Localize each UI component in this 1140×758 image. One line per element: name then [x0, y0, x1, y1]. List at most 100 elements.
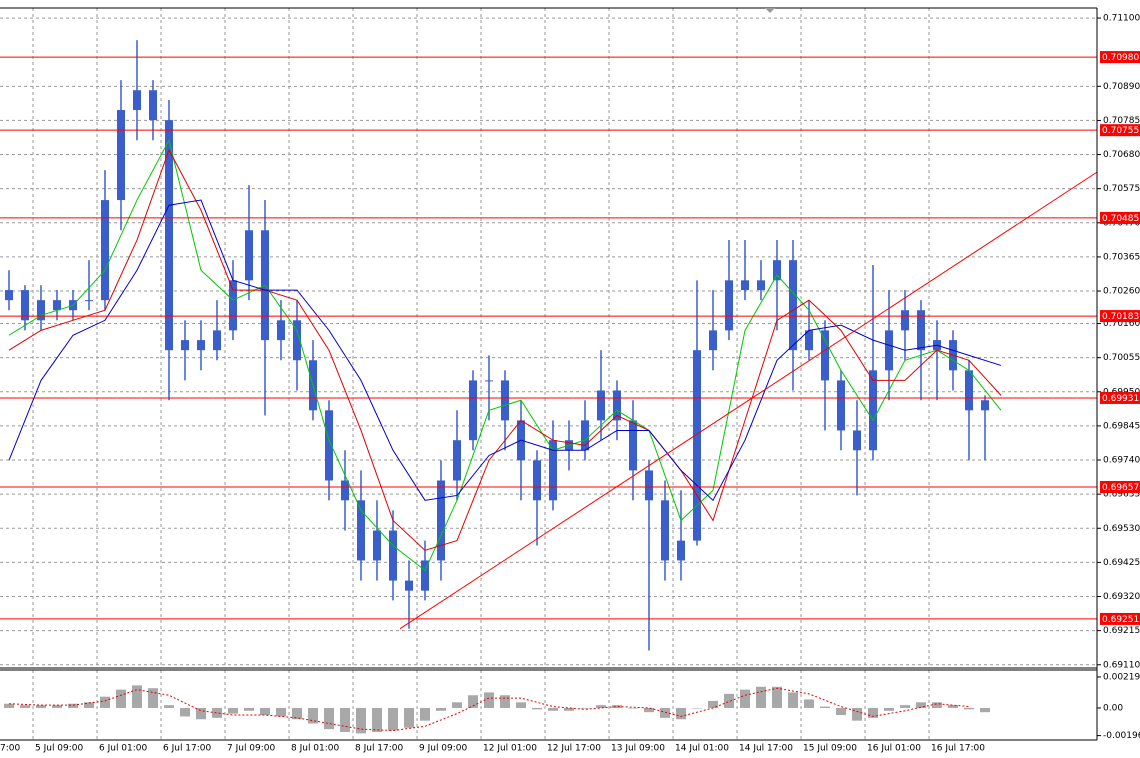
candle-body	[213, 330, 221, 351]
histogram-bar	[948, 705, 958, 708]
candle-body	[437, 480, 445, 561]
x-tick-label: 16 Jul 17:00	[931, 744, 985, 754]
y-tick-label: 0.69635	[1103, 490, 1140, 500]
histogram-bar	[244, 707, 254, 711]
histogram-bar	[964, 707, 974, 710]
candle-body	[485, 380, 493, 382]
y-tick-label: 0.70260	[1103, 287, 1140, 297]
x-tick-label: 13 Jul 09:00	[611, 744, 665, 754]
histogram-bar	[628, 707, 638, 709]
y-tick-label: 0.69110	[1103, 660, 1140, 670]
level-tag	[1100, 480, 1140, 493]
histogram-bar	[756, 686, 766, 708]
candle-body	[245, 230, 253, 281]
level-label: 0.69931	[1102, 394, 1139, 404]
histogram-bar	[468, 695, 478, 708]
histogram-bar	[116, 689, 126, 708]
histogram-bar	[20, 705, 30, 708]
candle-body	[757, 280, 765, 291]
histogram-bar	[100, 696, 110, 708]
histogram-bar	[436, 707, 446, 711]
histogram-bar	[340, 707, 350, 732]
y-tick-label: 0.69425	[1103, 558, 1140, 568]
candle-body	[885, 330, 893, 371]
candle-body	[901, 310, 909, 331]
level-tag	[1100, 124, 1140, 137]
histogram-bar	[500, 695, 510, 708]
histogram-bar	[212, 707, 222, 718]
level-tag	[1100, 310, 1140, 323]
histogram-bar	[852, 707, 862, 721]
level-label: 0.70183	[1102, 312, 1139, 322]
histogram-bar	[884, 707, 894, 711]
candle-body	[469, 380, 477, 441]
y-tick-label: 0.70785	[1103, 116, 1140, 126]
histogram-bar	[580, 707, 590, 709]
histogram-bar	[932, 702, 942, 708]
y-tick-label: 0.69320	[1103, 592, 1140, 602]
histogram-bar	[548, 707, 558, 711]
y-tick-label: 0.71100	[1103, 14, 1140, 24]
histogram-bar	[356, 707, 366, 734]
candle-body	[613, 390, 621, 421]
histogram-bar	[980, 707, 990, 713]
histogram-bar	[484, 692, 494, 708]
x-tick-label: 8 Jul 17:00	[355, 744, 404, 754]
histogram-bar	[452, 702, 462, 708]
candle-body	[549, 440, 557, 501]
candle-body	[805, 330, 813, 351]
candle-body	[453, 440, 461, 481]
candle-body	[677, 540, 685, 561]
x-tick-label: 6 Jul 01:00	[99, 744, 148, 754]
level-tag	[1100, 391, 1140, 404]
level-tag	[1100, 211, 1140, 224]
level-label: 0.69251	[1102, 615, 1139, 625]
candle-body	[101, 200, 109, 301]
x-tick-label: 7:00	[0, 744, 20, 754]
candle-body	[389, 530, 397, 581]
y-tick-label: 0.70160	[1103, 319, 1140, 329]
candle-body	[405, 580, 413, 591]
x-tick-label: 7 Jul 09:00	[227, 744, 276, 754]
plot-area	[0, 8, 1098, 740]
candle-body	[773, 260, 781, 281]
y-tick-label: 0.70055	[1103, 353, 1140, 363]
candle-body	[229, 280, 237, 331]
histogram-bar	[180, 707, 190, 717]
y-tick-label: 0.69530	[1103, 524, 1140, 534]
candle-body	[149, 90, 157, 121]
histogram-bar	[404, 707, 414, 728]
histogram-bar	[724, 693, 734, 708]
x-tick-label: 12 Jul 17:00	[547, 744, 601, 754]
moving-average	[8, 138, 1002, 572]
candle-body	[341, 480, 349, 501]
candle-body	[533, 460, 541, 501]
histogram-bar	[516, 702, 526, 708]
candle-body	[869, 370, 877, 451]
x-tick-label: 16 Jul 01:00	[867, 744, 921, 754]
histogram-bar	[420, 707, 430, 721]
candle-body	[53, 300, 61, 311]
histogram-bar	[84, 702, 94, 708]
candle-body	[325, 410, 333, 481]
histogram-bar	[68, 703, 78, 708]
candle-body	[181, 340, 189, 351]
candle-body	[597, 390, 605, 421]
histogram-bar	[836, 707, 846, 716]
candle-body	[821, 330, 829, 381]
candle-body	[357, 500, 365, 561]
candle-body	[741, 280, 749, 291]
histogram-bar	[772, 686, 782, 708]
candle-body	[917, 310, 925, 351]
x-tick-label: 6 Jul 17:00	[163, 744, 212, 754]
histogram-bar	[532, 707, 542, 710]
candle-body	[85, 300, 93, 302]
candle-body	[501, 380, 509, 421]
candle-body	[693, 350, 701, 541]
y-tick-label: 0.70890	[1103, 82, 1140, 92]
candle-body	[645, 470, 653, 501]
candle-body	[117, 110, 125, 201]
candle-body	[21, 290, 29, 321]
